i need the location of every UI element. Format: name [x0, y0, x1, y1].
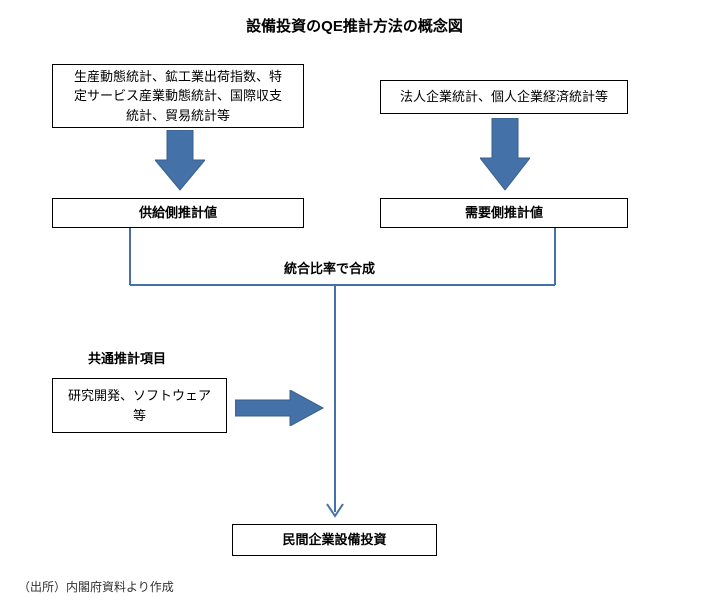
box-result-text: 民間企業設備投資 [282, 530, 386, 550]
label-common-header-text: 共通推計項目 [88, 351, 166, 366]
box-result: 民間企業設備投資 [232, 524, 437, 556]
source-note: （出所）内閣府資料より作成 [18, 578, 174, 595]
source-note-text: （出所）内閣府資料より作成 [18, 580, 174, 594]
box-common-items-text: 研究開発、ソフトウェア等 [63, 386, 216, 425]
arrow-right-common [235, 390, 325, 426]
label-common-header: 共通推計項目 [88, 348, 166, 367]
box-common-items: 研究開発、ソフトウェア等 [52, 378, 227, 433]
connector-main [0, 0, 709, 560]
